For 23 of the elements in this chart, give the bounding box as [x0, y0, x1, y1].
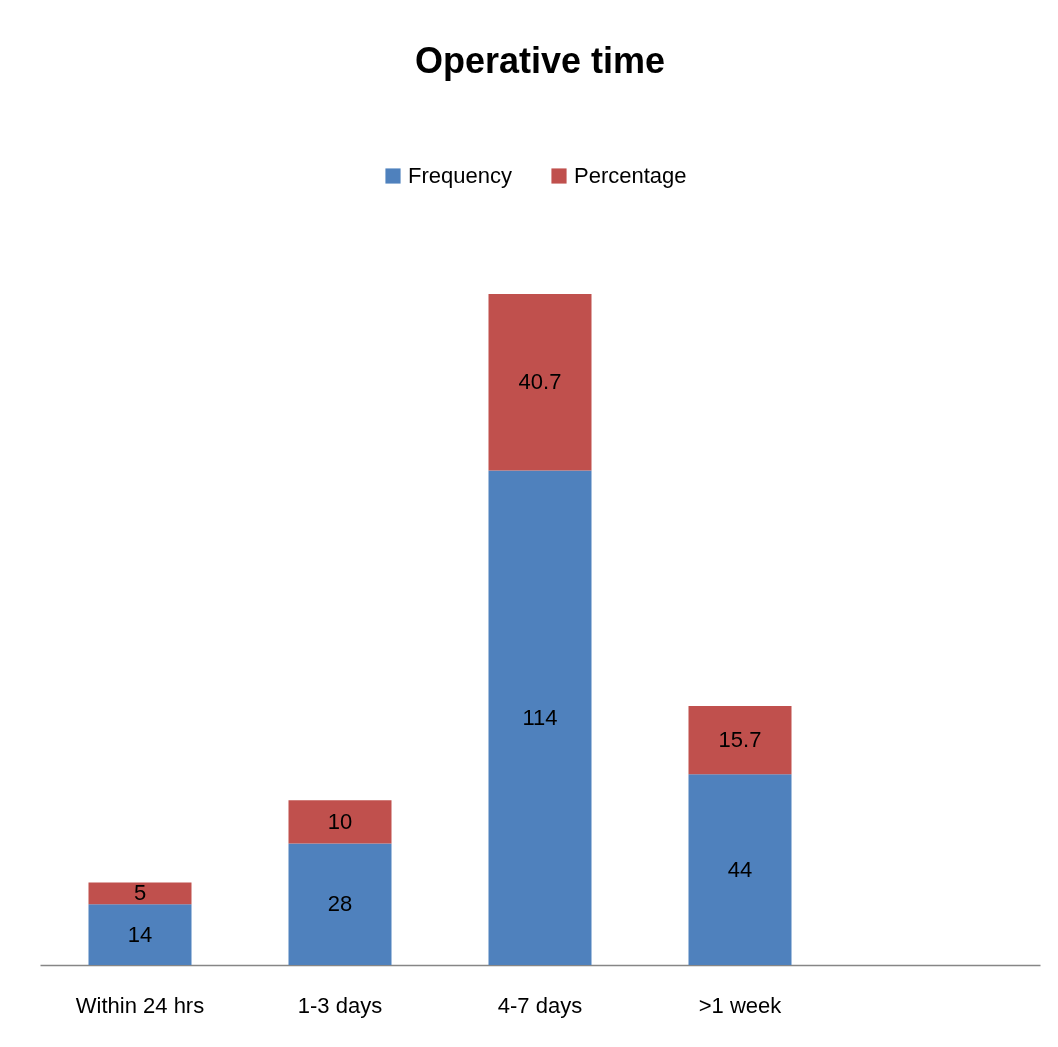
data-label: 114 — [522, 704, 558, 730]
x-tick-label: 1-3 days — [297, 992, 383, 1018]
chart-title: Operative time — [414, 40, 666, 81]
x-tick-label: >1 week — [698, 992, 783, 1018]
legend-label: Percentage — [574, 163, 687, 188]
bar — [88, 882, 192, 905]
data-label: 15.7 — [718, 727, 762, 753]
x-tick-label: 4-7 days — [497, 992, 583, 1018]
bar — [288, 800, 392, 844]
data-label: 40.7 — [518, 369, 562, 395]
data-label: 44 — [727, 856, 753, 882]
data-label: 28 — [327, 891, 353, 917]
bar — [288, 843, 392, 965]
x-tick-label: Within 24 hrs — [75, 992, 205, 1018]
bar — [488, 470, 592, 965]
bar — [688, 774, 792, 965]
bar — [688, 706, 792, 775]
bar — [488, 293, 592, 471]
legend-label: Frequency — [408, 163, 512, 188]
data-label: 14 — [127, 921, 153, 947]
bar — [88, 904, 192, 965]
data-label: 5 — [133, 880, 147, 906]
data-label: 10 — [327, 808, 353, 834]
